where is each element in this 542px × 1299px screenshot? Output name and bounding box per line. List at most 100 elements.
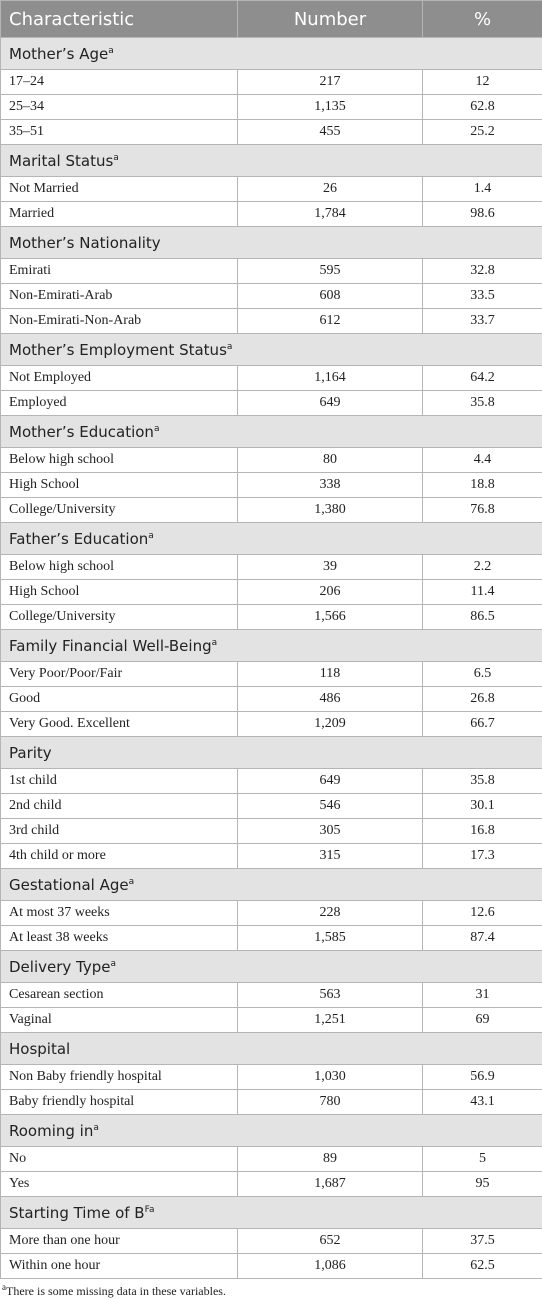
section-cell: Mother’s Agea bbox=[0, 37, 542, 70]
label-cell: Vaginal bbox=[0, 1007, 238, 1033]
value-cell: 12.6 bbox=[422, 900, 542, 926]
section-row: Mother’s Educationa bbox=[0, 415, 542, 448]
section-row: Mother’s Nationality bbox=[0, 226, 542, 259]
section-title: Mother’s Age bbox=[9, 44, 109, 63]
label-cell: Married bbox=[0, 201, 238, 227]
data-row: Non-Emirati-Non-Arab 612 33.7 bbox=[0, 308, 542, 334]
value-cell: 43.1 bbox=[422, 1089, 542, 1115]
value-cell: 1,784 bbox=[237, 201, 423, 227]
section-row: Mother’s Agea bbox=[0, 37, 542, 70]
footnote-text: There is some missing data in these vari… bbox=[6, 1284, 226, 1298]
value-cell: 1,135 bbox=[237, 94, 423, 120]
value-cell: 649 bbox=[237, 768, 423, 794]
label-cell: At least 38 weeks bbox=[0, 925, 238, 951]
data-row: Non-Emirati-Arab 608 33.5 bbox=[0, 283, 542, 309]
section-cell: Marital Statusa bbox=[0, 144, 542, 177]
data-row: At least 38 weeks 1,585 87.4 bbox=[0, 925, 542, 951]
section-title: Gestational Age bbox=[9, 875, 129, 894]
section-row: Father’s Educationa bbox=[0, 522, 542, 555]
value-cell: 546 bbox=[237, 793, 423, 819]
data-row: Very Good. Excellent 1,209 66.7 bbox=[0, 711, 542, 737]
value-cell: 5 bbox=[422, 1146, 542, 1172]
data-row: Emirati 595 32.8 bbox=[0, 258, 542, 284]
data-row: Good 486 26.8 bbox=[0, 686, 542, 712]
section-cell: Mother’s Employment Statusa bbox=[0, 333, 542, 366]
value-cell: 595 bbox=[237, 258, 423, 284]
value-cell: 1,380 bbox=[237, 497, 423, 523]
data-row: 2nd child 546 30.1 bbox=[0, 793, 542, 819]
section-cell: Hospital bbox=[0, 1032, 542, 1065]
value-cell: 35.8 bbox=[422, 768, 542, 794]
data-row: High School 206 11.4 bbox=[0, 579, 542, 605]
superscript: a bbox=[211, 637, 218, 648]
data-row: Below high school 39 2.2 bbox=[0, 554, 542, 580]
label-cell: 2nd child bbox=[0, 793, 238, 819]
value-cell: 1.4 bbox=[422, 176, 542, 202]
section-row: Parity bbox=[0, 736, 542, 769]
label-cell: Non Baby friendly hospital bbox=[0, 1064, 238, 1090]
section-title: Mother’s Education bbox=[9, 422, 154, 441]
section-title: Starting Time of B bbox=[9, 1203, 145, 1222]
section-row: Starting Time of BFa bbox=[0, 1196, 542, 1229]
value-cell: 1,086 bbox=[237, 1253, 423, 1279]
value-cell: 26 bbox=[237, 176, 423, 202]
value-cell: 95 bbox=[422, 1171, 542, 1197]
value-cell: 33.5 bbox=[422, 283, 542, 309]
data-row: College/University 1,380 76.8 bbox=[0, 497, 542, 523]
value-cell: 1,164 bbox=[237, 365, 423, 391]
value-cell: 217 bbox=[237, 69, 423, 95]
data-row: More than one hour 652 37.5 bbox=[0, 1228, 542, 1254]
value-cell: 12 bbox=[422, 69, 542, 95]
superscript: Fa bbox=[144, 1204, 155, 1215]
value-cell: 1,251 bbox=[237, 1007, 423, 1033]
section-row: Hospital bbox=[0, 1032, 542, 1065]
value-cell: 35.8 bbox=[422, 390, 542, 416]
header-cell: % bbox=[422, 0, 542, 38]
value-cell: 31 bbox=[422, 982, 542, 1008]
value-cell: 69 bbox=[422, 1007, 542, 1033]
section-cell: Family Financial Well-Beinga bbox=[0, 629, 542, 662]
section-title: Rooming in bbox=[9, 1121, 94, 1140]
section-cell: Mother’s Nationality bbox=[0, 226, 542, 259]
header-cell: Characteristic bbox=[0, 0, 238, 38]
superscript: a bbox=[108, 45, 114, 56]
label-cell: Baby friendly hospital bbox=[0, 1089, 238, 1115]
value-cell: 780 bbox=[237, 1089, 423, 1115]
data-row: Yes 1,687 95 bbox=[0, 1171, 542, 1197]
data-row: At most 37 weeks 228 12.6 bbox=[0, 900, 542, 926]
section-title: Family Financial Well-Being bbox=[9, 636, 212, 655]
value-cell: 62.5 bbox=[422, 1253, 542, 1279]
section-cell: Mother’s Educationa bbox=[0, 415, 542, 448]
value-cell: 206 bbox=[237, 579, 423, 605]
value-cell: 26.8 bbox=[422, 686, 542, 712]
value-cell: 30.1 bbox=[422, 793, 542, 819]
value-cell: 305 bbox=[237, 818, 423, 844]
value-cell: 652 bbox=[237, 1228, 423, 1254]
section-title: Father’s Education bbox=[9, 529, 149, 548]
section-title: Mother’s Nationality bbox=[9, 233, 161, 252]
label-cell: At most 37 weeks bbox=[0, 900, 238, 926]
label-cell: 35–51 bbox=[0, 119, 238, 145]
label-cell: Not Married bbox=[0, 176, 238, 202]
header-cell: Number bbox=[237, 0, 423, 38]
data-row: 35–51 455 25.2 bbox=[0, 119, 542, 145]
value-cell: 4.4 bbox=[422, 447, 542, 473]
label-cell: High School bbox=[0, 579, 238, 605]
section-title: Parity bbox=[9, 743, 52, 762]
label-cell: Employed bbox=[0, 390, 238, 416]
label-cell: Not Employed bbox=[0, 365, 238, 391]
section-row: Mother’s Employment Statusa bbox=[0, 333, 542, 366]
value-cell: 25.2 bbox=[422, 119, 542, 145]
label-cell: Below high school bbox=[0, 447, 238, 473]
data-row: Non Baby friendly hospital 1,030 56.9 bbox=[0, 1064, 542, 1090]
superscript: a bbox=[128, 876, 135, 887]
value-cell: 32.8 bbox=[422, 258, 542, 284]
section-row: Delivery Typea bbox=[0, 950, 542, 983]
value-cell: 338 bbox=[237, 472, 423, 498]
label-cell: Emirati bbox=[0, 258, 238, 284]
data-row: 3rd child 305 16.8 bbox=[0, 818, 542, 844]
label-cell: Non-Emirati-Non-Arab bbox=[0, 308, 238, 334]
label-cell: Below high school bbox=[0, 554, 238, 580]
value-cell: 16.8 bbox=[422, 818, 542, 844]
section-row: Gestational Agea bbox=[0, 868, 542, 901]
